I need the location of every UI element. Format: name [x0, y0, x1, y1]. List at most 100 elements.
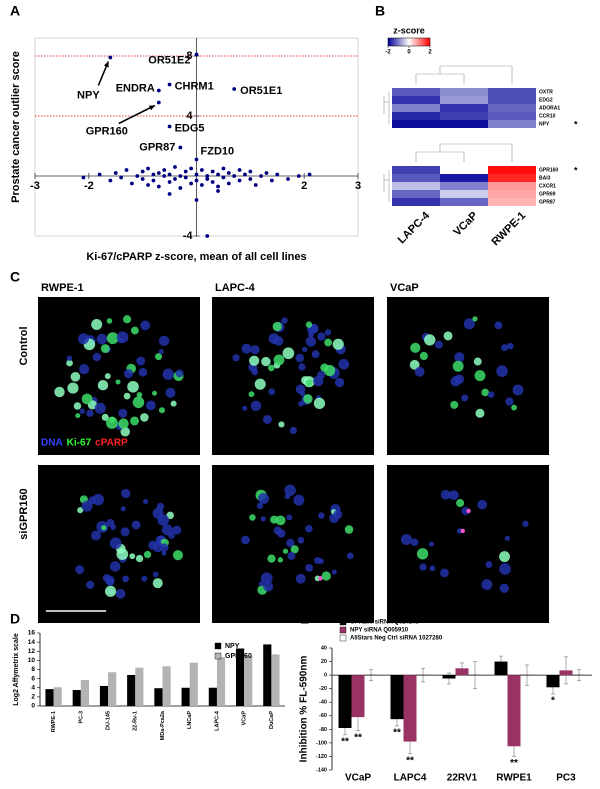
cell [136, 391, 143, 398]
y-tick-label: 2 [31, 694, 35, 701]
bar [263, 644, 272, 706]
data-point [162, 174, 167, 178]
y-tick-label: -80 [319, 727, 327, 733]
cell [138, 368, 148, 377]
y-tick-label: -100 [316, 740, 327, 746]
data-point [146, 183, 150, 187]
cell [152, 571, 159, 578]
bar [403, 675, 417, 742]
cell [258, 581, 264, 587]
data-point [173, 177, 177, 181]
point-label: OR51E1 [240, 85, 282, 97]
data-point [135, 174, 140, 178]
row-label: GPR87 [539, 199, 556, 205]
data-point [81, 175, 86, 180]
cell [116, 331, 129, 344]
heatmap-cell [440, 174, 488, 182]
data-point [140, 177, 145, 181]
x-tick-label: 22RV1 [447, 773, 478, 784]
cell [454, 352, 465, 363]
cell [346, 552, 354, 560]
cell [79, 408, 85, 414]
data-point [189, 181, 194, 186]
cell [281, 317, 288, 324]
heatmap-cell [392, 190, 440, 198]
bar [244, 655, 253, 706]
cell [136, 356, 146, 366]
cell [428, 541, 435, 547]
legend-label: AllStars Neg Ctrl siRNA 1027280 [350, 636, 443, 642]
cell [461, 506, 470, 516]
cell [313, 375, 324, 387]
cell [456, 499, 465, 508]
legend-swatch [339, 626, 347, 634]
cell [494, 321, 503, 330]
cell [152, 578, 163, 589]
cell [419, 351, 428, 361]
y-tick-label: -120 [316, 754, 327, 760]
cell [127, 380, 139, 393]
cell [256, 502, 264, 510]
cell [140, 413, 149, 422]
x-tick-label: LAPC-4 [214, 710, 220, 731]
data-point [275, 172, 280, 177]
bar [507, 675, 521, 747]
cell [504, 535, 510, 541]
bar [546, 675, 560, 688]
data-point [194, 178, 199, 183]
cell [317, 332, 326, 341]
cell [170, 400, 177, 407]
cell [522, 520, 529, 527]
column-label: LAPC-4 [215, 282, 256, 294]
bar [108, 672, 117, 706]
data-point [194, 52, 199, 57]
x-tick-label: DU-145 [106, 711, 112, 730]
cell [88, 496, 97, 505]
x-tick-label: VCaP [242, 711, 248, 726]
cell [324, 329, 332, 336]
data-point [205, 177, 210, 181]
cell [485, 561, 493, 568]
heatmap-cell [392, 182, 440, 190]
bar [189, 662, 198, 706]
cell [158, 348, 164, 355]
cell [86, 409, 94, 417]
heatmap-cell [488, 96, 536, 104]
cell [314, 557, 321, 565]
cell [143, 498, 149, 504]
cell [477, 499, 488, 510]
cell [120, 427, 130, 437]
bar [99, 685, 109, 706]
cell [109, 537, 122, 550]
heatmap-cell [440, 96, 488, 104]
cell [158, 335, 170, 346]
data-point [167, 82, 172, 87]
cell [242, 405, 248, 411]
data-point [232, 87, 237, 91]
cell [94, 402, 106, 414]
panel-letter: C [10, 269, 20, 285]
y-tick-label: 12 [28, 648, 36, 655]
point-label: ENDRA [116, 82, 155, 94]
row-label: Control [18, 326, 30, 365]
cell [334, 377, 345, 388]
y-tick-label: 8 [31, 666, 35, 673]
cell [106, 518, 115, 527]
column-label: LAPC-4 [396, 209, 433, 246]
cell [172, 525, 182, 535]
heatmap-cell [488, 88, 536, 96]
row-label: siGPR160 [18, 488, 30, 539]
bar [236, 648, 245, 706]
data-point [205, 234, 210, 238]
cell [440, 489, 451, 500]
cell [400, 533, 412, 545]
cell [81, 393, 93, 405]
data-point [194, 172, 199, 177]
data-point [108, 178, 113, 183]
y-tick-label: -20 [319, 686, 327, 692]
row-label: EDG2 [539, 97, 553, 103]
cell [151, 390, 158, 396]
y-tick-label: -60 [319, 713, 327, 719]
cell [313, 397, 326, 409]
cell [249, 355, 260, 366]
